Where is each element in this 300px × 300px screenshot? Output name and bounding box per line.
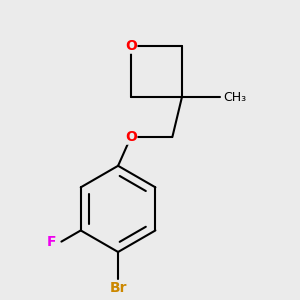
Text: O: O: [125, 39, 137, 53]
Text: Br: Br: [109, 281, 127, 295]
Text: F: F: [47, 235, 57, 249]
Text: O: O: [125, 130, 137, 144]
Text: CH₃: CH₃: [224, 91, 247, 104]
